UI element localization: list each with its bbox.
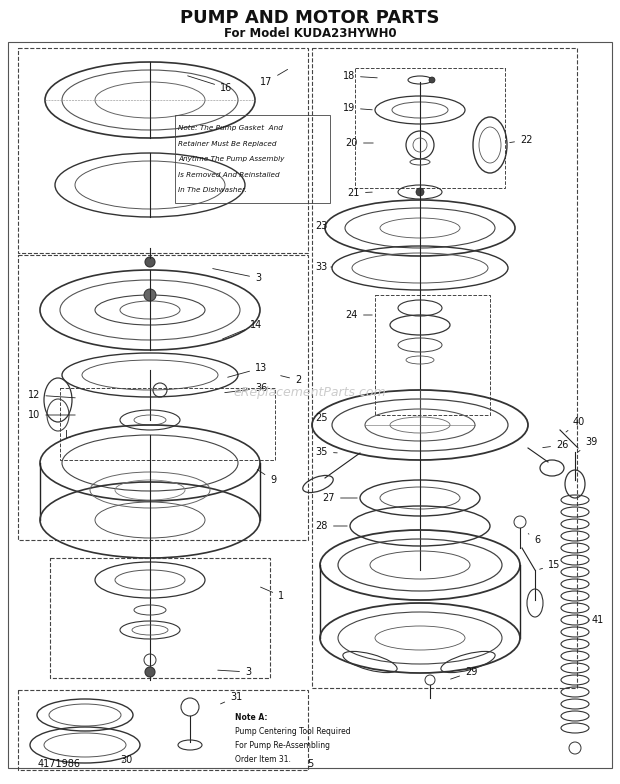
Circle shape [145,667,155,677]
Bar [355,68,505,188]
Text: 39: 39 [578,437,597,452]
Text: 22: 22 [510,135,533,145]
Bar [375,295,490,415]
Bar [60,388,275,460]
Text: Note: The Pump Gasket  And: Note: The Pump Gasket And [178,125,283,131]
Text: 29: 29 [451,667,477,679]
Text: 4171986: 4171986 [38,759,81,769]
Text: eReplacementParts.com: eReplacementParts.com [234,386,386,398]
Text: 6: 6 [528,534,540,545]
Text: 18: 18 [343,71,377,81]
Text: 33: 33 [316,262,332,272]
Text: Is Removed And Reinstalled: Is Removed And Reinstalled [178,172,280,177]
Text: Retainer Must Be Replaced: Retainer Must Be Replaced [178,140,277,147]
Text: 13: 13 [228,363,267,377]
Text: PUMP AND MOTOR PARTS: PUMP AND MOTOR PARTS [180,9,440,27]
Text: 21: 21 [348,188,372,198]
Bar [50,558,270,678]
Text: In The Dishwasher.: In The Dishwasher. [178,187,247,193]
Text: 31: 31 [221,692,242,704]
Text: L: L [65,430,71,440]
Text: 30: 30 [120,755,132,765]
Text: 10: 10 [28,410,75,420]
Text: 1: 1 [260,587,284,601]
Text: 9: 9 [257,470,276,485]
Text: 27: 27 [322,493,357,503]
Text: 40: 40 [566,417,585,432]
Text: 26: 26 [542,440,569,450]
Text: For Model KUDA23HYWH0: For Model KUDA23HYWH0 [224,27,396,39]
Text: Anytime The Pump Assembly: Anytime The Pump Assembly [178,156,285,162]
Text: 17: 17 [260,70,288,87]
Text: 24: 24 [345,310,372,320]
Circle shape [416,188,424,196]
Text: 14: 14 [223,320,262,339]
Bar [312,48,577,688]
Text: 25: 25 [312,413,328,423]
Text: 3: 3 [218,667,251,677]
Bar [18,48,308,253]
Text: 16: 16 [188,76,232,93]
Text: Pump Centering Tool Required: Pump Centering Tool Required [235,728,351,736]
Text: 19: 19 [343,103,372,113]
Text: 36: 36 [225,383,267,393]
Text: 23: 23 [316,221,328,231]
Text: For Pump Re-Assembling: For Pump Re-Assembling [235,742,330,750]
Text: 28: 28 [316,521,347,531]
Text: 3: 3 [213,269,261,283]
Bar [175,115,330,203]
Text: 41: 41 [588,615,604,625]
Bar [18,255,308,540]
Text: Order Item 31.: Order Item 31. [235,756,291,764]
Text: 15: 15 [539,560,560,570]
Circle shape [144,289,156,301]
Text: 20: 20 [345,138,373,148]
Text: 2: 2 [281,375,301,385]
Text: Note A:: Note A: [235,713,267,723]
Bar [18,690,308,770]
Text: 12: 12 [28,390,75,400]
Text: 5: 5 [307,759,313,769]
Circle shape [145,257,155,267]
Circle shape [429,77,435,83]
Text: 35: 35 [316,447,337,457]
